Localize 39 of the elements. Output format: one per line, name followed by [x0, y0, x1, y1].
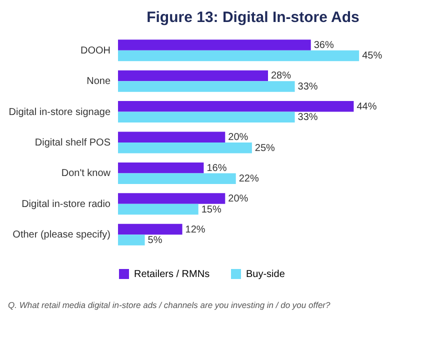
bar: [118, 162, 204, 174]
bar: [118, 193, 226, 204]
data-label: 20%: [228, 194, 248, 205]
data-label: 25%: [254, 142, 276, 154]
y-tick-label: Digital in-store signage: [8, 106, 111, 118]
bar: [118, 50, 360, 62]
bar: [118, 132, 226, 142]
legend-label: Retailers / RMNs: [134, 269, 210, 280]
data-label: 20%: [228, 132, 248, 144]
data-label: 28%: [271, 70, 292, 82]
bar: [118, 112, 295, 123]
data-label: 16%: [206, 162, 227, 174]
bar: [118, 142, 252, 154]
y-tick-label: Digital shelf POS: [34, 138, 111, 148]
text: Q. What retail media digital in-store ads / channels are you investing in / do you offer?: [8, 300, 330, 310]
y-tick-label: Don't know: [61, 168, 112, 180]
bar: [118, 70, 268, 82]
data-label: 5%: [148, 235, 162, 246]
data-label: 36%: [314, 40, 334, 51]
data-label: 33%: [298, 81, 318, 92]
data-label: 15%: [201, 204, 222, 216]
bar: [118, 81, 295, 92]
chart-title: Figure 13: Digital In-store Ads: [146, 9, 360, 26]
data-label: 22%: [238, 174, 259, 185]
legend-label: Buy-side: [246, 269, 286, 280]
y-tick-label: None: [86, 76, 111, 88]
y-tick-label: Other (please specify): [12, 230, 110, 241]
data-label: 44%: [356, 101, 377, 112]
bar: [118, 101, 354, 112]
bar: [118, 234, 145, 246]
bar: [118, 204, 198, 215]
bar: [118, 224, 182, 235]
data-label: 12%: [185, 224, 206, 236]
y-tick-label: DOOH: [80, 45, 110, 56]
data-label: 33%: [298, 112, 318, 124]
y-tick-label: Digital in-store radio: [22, 198, 111, 210]
bar: [118, 173, 236, 184]
bar: [118, 40, 311, 50]
data-label: 45%: [362, 50, 382, 62]
